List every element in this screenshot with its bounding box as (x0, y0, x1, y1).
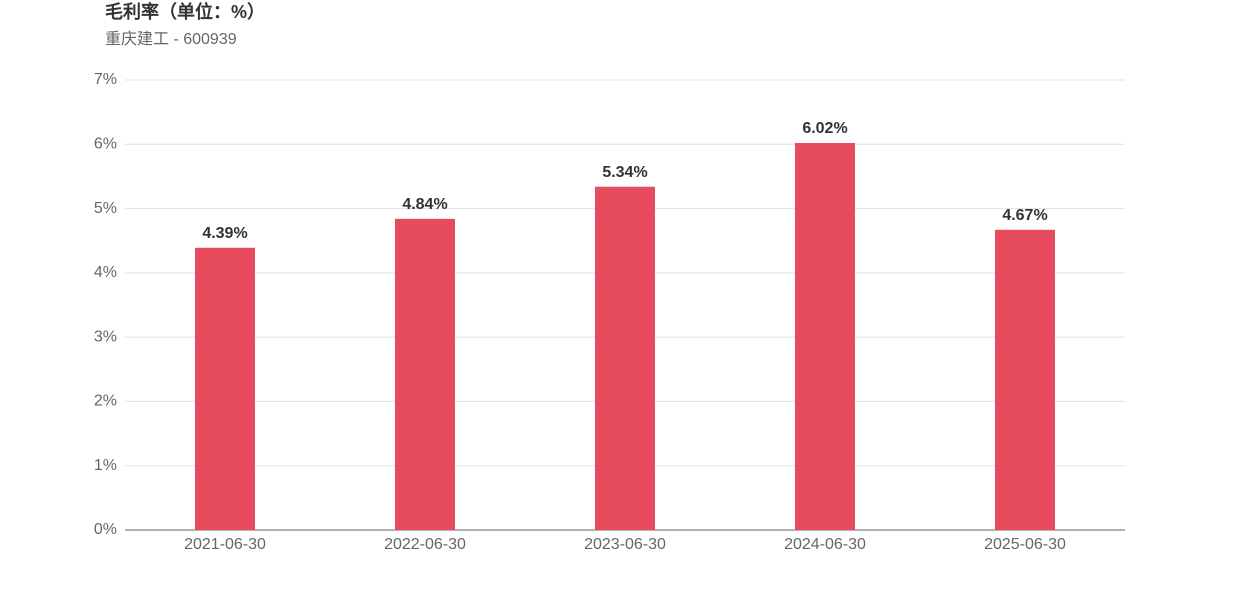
y-tick-label: 3% (94, 328, 117, 345)
bar (395, 218, 455, 530)
chart-subtitle: 重庆建工 - 600939 (105, 30, 237, 48)
y-tick-label: 6% (94, 136, 117, 153)
value-label: 4.67% (1002, 207, 1047, 224)
bar (595, 186, 655, 530)
value-label: 6.02% (802, 120, 847, 137)
bar (195, 247, 255, 531)
chart-title: 毛利率（单位：%） (105, 1, 265, 22)
y-tick-label: 1% (94, 457, 117, 474)
value-label: 4.39% (202, 225, 247, 242)
y-tick-label: 4% (94, 264, 117, 281)
x-tick-label: 2022-06-30 (384, 536, 466, 553)
y-tick-label: 7% (94, 71, 117, 88)
x-tick-label: 2025-06-30 (984, 536, 1066, 553)
value-label: 5.34% (602, 164, 647, 181)
x-tick-label: 2024-06-30 (784, 536, 866, 553)
x-tick-label: 2023-06-30 (584, 536, 666, 553)
bar (995, 229, 1055, 531)
y-tick-label: 0% (94, 521, 117, 538)
y-tick-label: 5% (94, 200, 117, 217)
bar (795, 143, 855, 530)
value-label: 4.84% (402, 196, 447, 213)
x-tick-label: 2021-06-30 (184, 536, 266, 553)
y-tick-label: 2% (94, 393, 117, 410)
